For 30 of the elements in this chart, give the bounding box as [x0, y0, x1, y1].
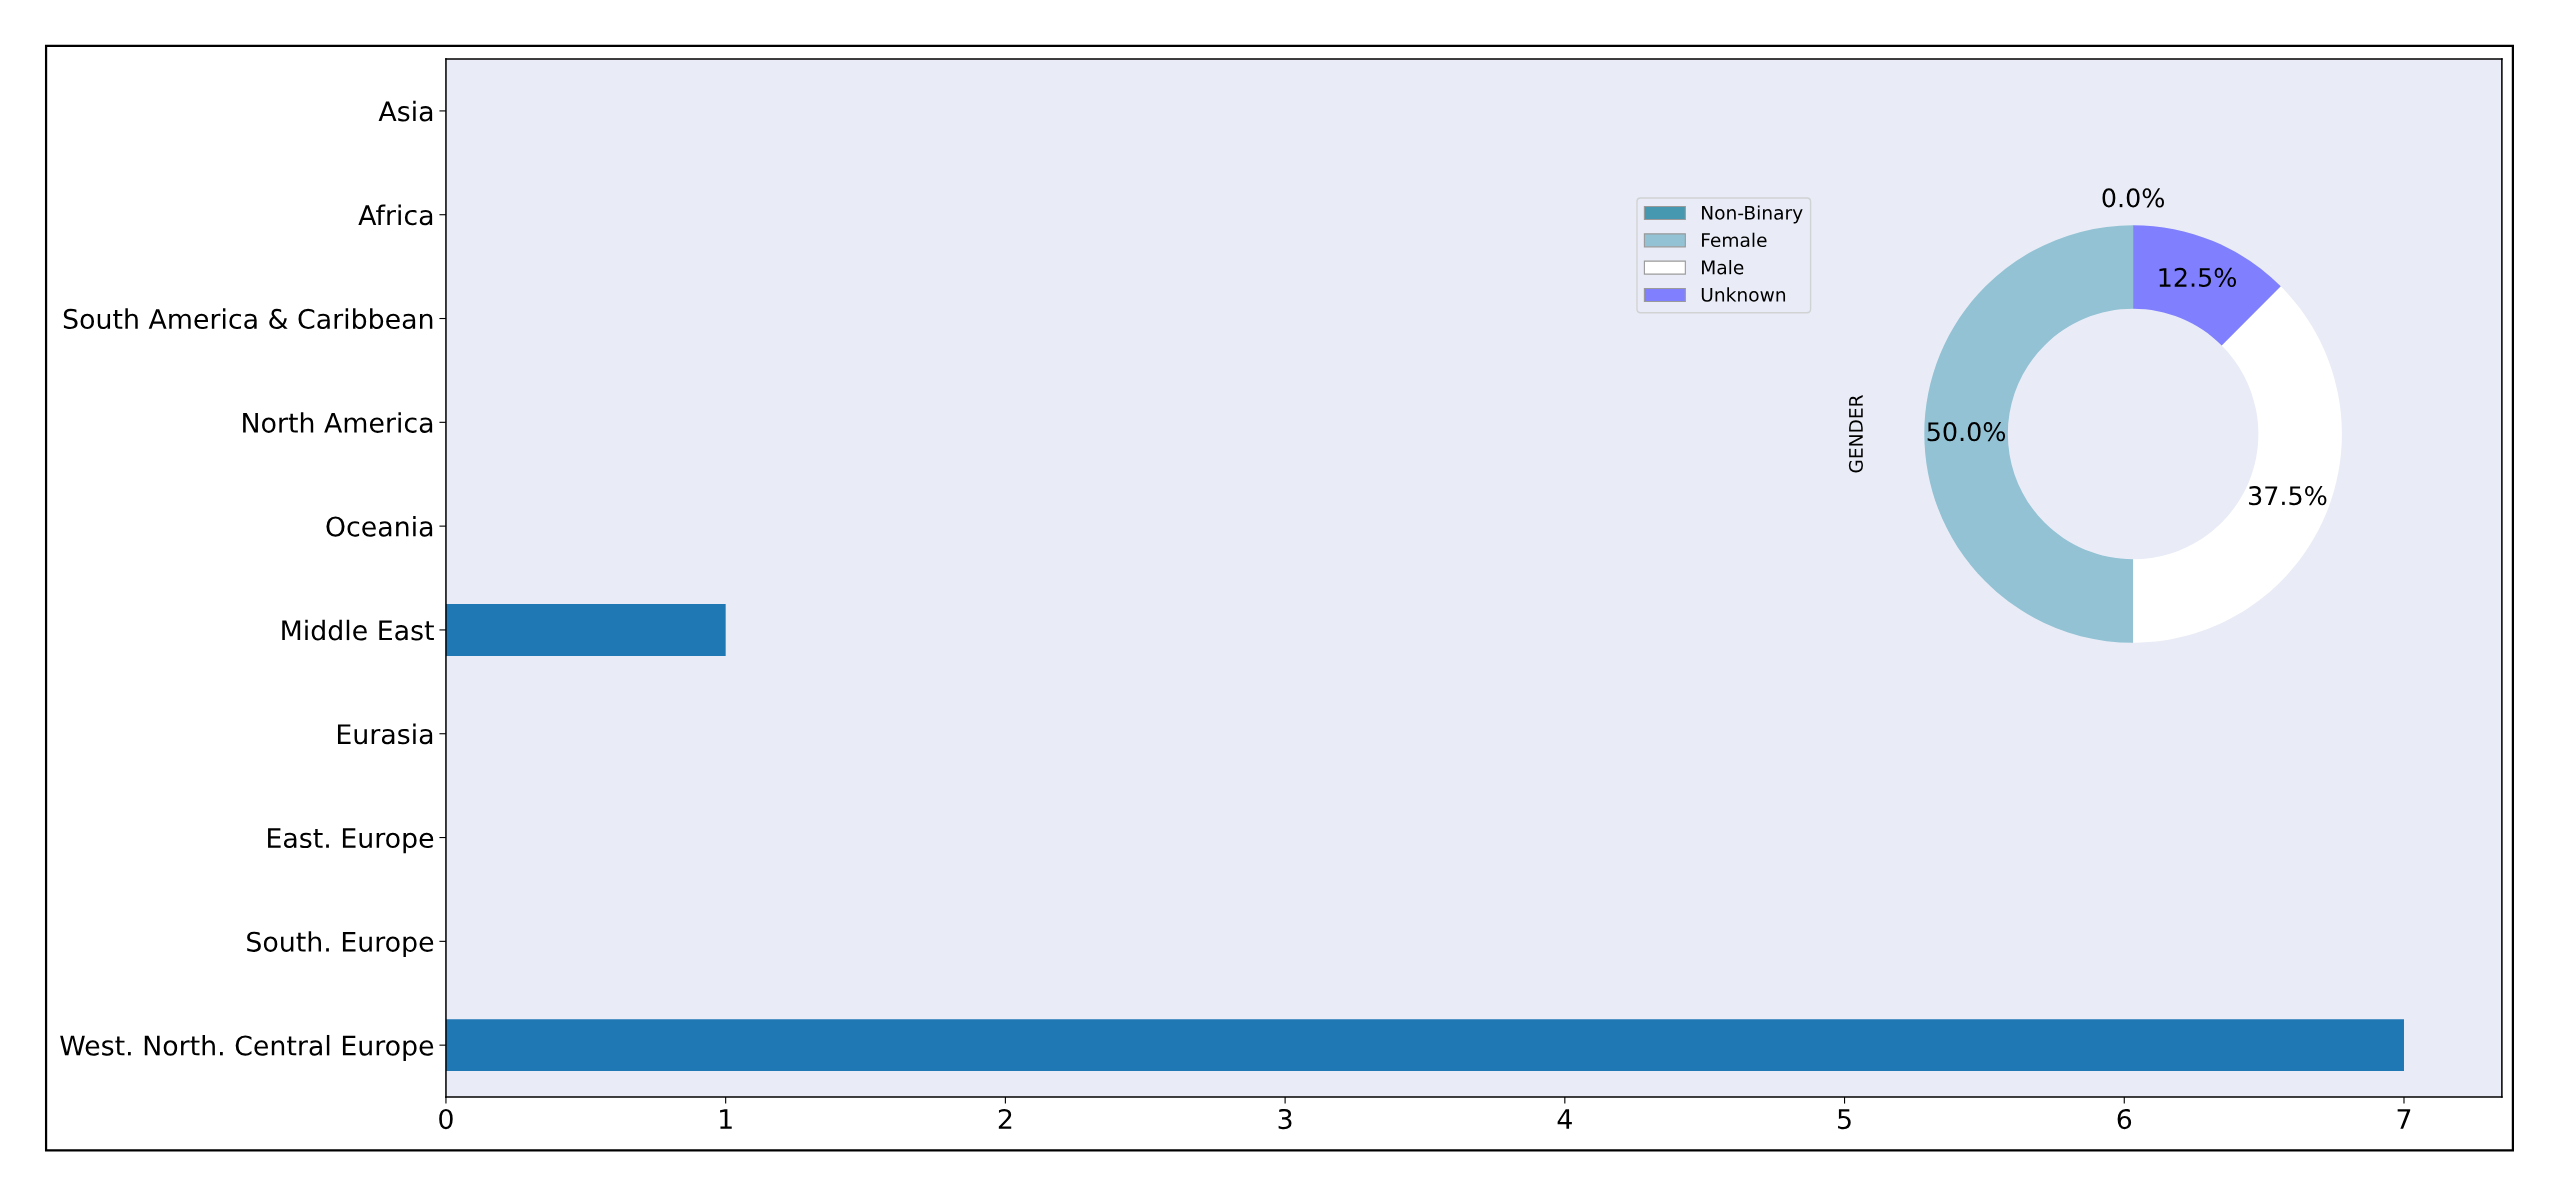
- data-label: 12.5%: [2159, 267, 2237, 288]
- y-tick-label: South America & Caribbean: [63, 308, 433, 330]
- text: 0.0%: [2102, 188, 2164, 208]
- donut-slice: [2133, 286, 2342, 643]
- x-tick-label: 5: [1838, 1109, 1851, 1130]
- legend-label: Male: [1702, 260, 1744, 275]
- y-tick-label: East. Europe: [268, 828, 434, 854]
- y-tick-label: Asia: [378, 100, 433, 122]
- x-tick-label: 1: [720, 1109, 732, 1129]
- x-tick-label: 0: [439, 1108, 453, 1130]
- legend-label: Female: [1702, 232, 1767, 248]
- y-tick-label: Eurasia: [337, 723, 433, 745]
- data-label: 37.5%: [2249, 486, 2327, 506]
- donut-slice: [2133, 225, 2281, 346]
- x-tick-label: 7: [2397, 1109, 2411, 1129]
- x-tick-label: 4: [1557, 1109, 1572, 1129]
- y-tick-label: Middle East: [282, 619, 434, 641]
- y-tick-label: Oceania: [326, 515, 433, 537]
- text: GENDER: [1848, 394, 1863, 473]
- legend-label: Unknown: [1701, 287, 1786, 302]
- x-tick-label: 2: [998, 1108, 1012, 1129]
- data-label: 50.0%: [1927, 422, 2006, 442]
- y-tick-label: South. Europe: [247, 931, 434, 958]
- y-tick-label: West. North. Central Europe: [60, 1034, 434, 1061]
- legend-label: Non-Binary: [1702, 205, 1803, 224]
- x-tick-label: 6: [2117, 1108, 2132, 1130]
- y-tick-label: North America: [243, 412, 433, 433]
- donut-slice: [1924, 225, 2134, 643]
- x-tick-label: 3: [1278, 1108, 1292, 1130]
- y-tick-label: Africa: [358, 204, 433, 226]
